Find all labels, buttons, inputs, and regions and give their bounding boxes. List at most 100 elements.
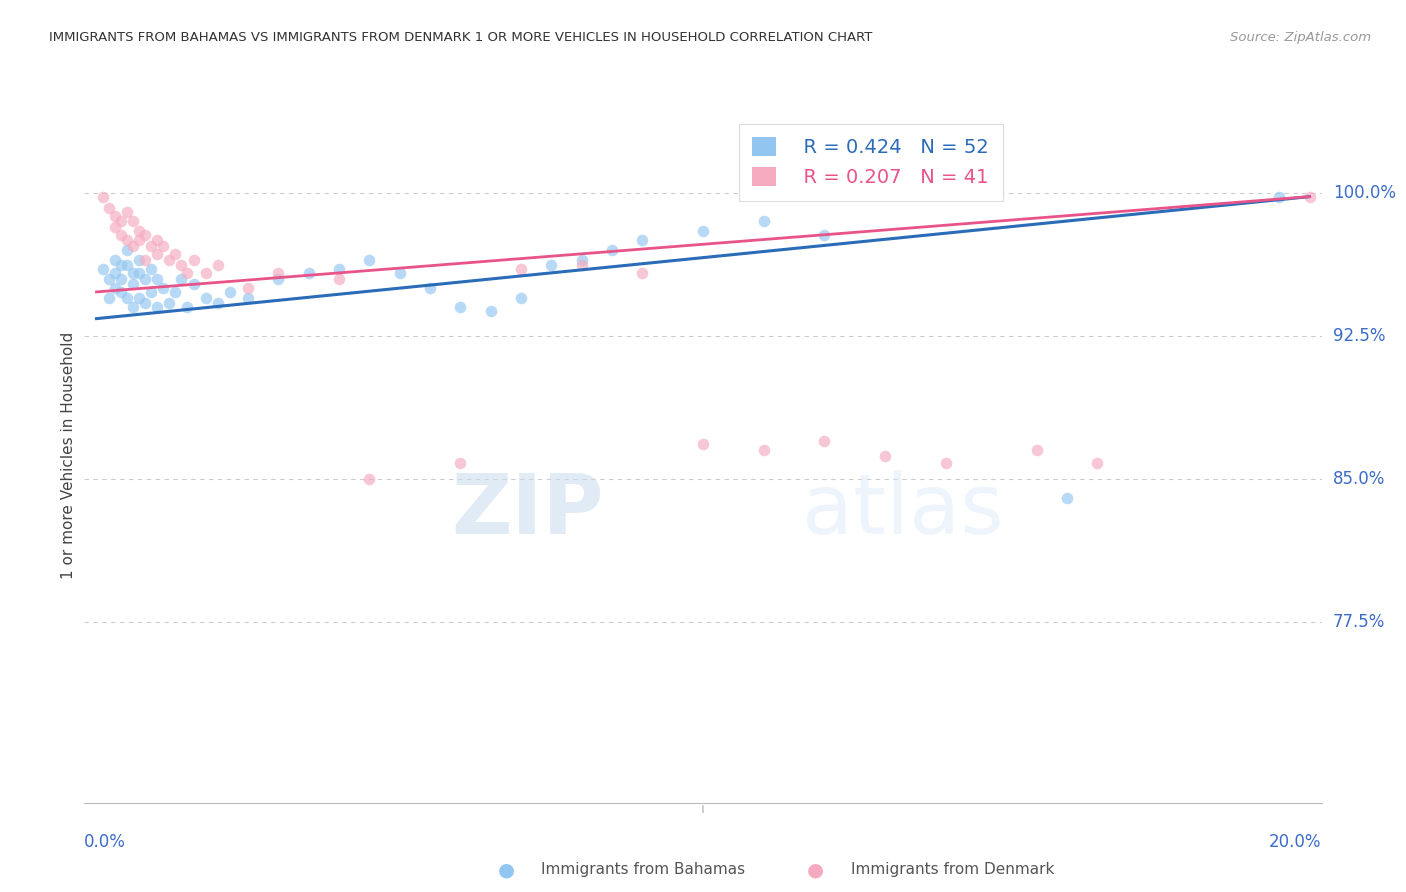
Point: [139, 239, 162, 253]
Point: [873, 449, 896, 463]
Y-axis label: 1 or more Vehicles in Household: 1 or more Vehicles in Household: [60, 331, 76, 579]
Point: [571, 258, 593, 272]
Point: [170, 271, 193, 285]
Point: [194, 266, 217, 280]
Point: [631, 266, 654, 280]
Point: [91, 262, 114, 277]
Point: [104, 266, 127, 280]
Point: [510, 291, 533, 305]
Point: [122, 277, 145, 292]
Point: [128, 266, 150, 280]
Point: [122, 239, 145, 253]
Text: ●: ●: [807, 860, 824, 880]
Point: [170, 258, 193, 272]
Point: [236, 281, 259, 295]
Point: [388, 266, 411, 280]
Point: [97, 271, 120, 285]
Point: [146, 234, 169, 248]
Point: [571, 252, 593, 267]
Point: [419, 281, 441, 295]
Point: [752, 443, 775, 458]
Text: IMMIGRANTS FROM BAHAMAS VS IMMIGRANTS FROM DENMARK 1 OR MORE VEHICLES IN HOUSEHO: IMMIGRANTS FROM BAHAMAS VS IMMIGRANTS FR…: [49, 31, 873, 45]
Point: [97, 201, 120, 215]
Point: [813, 434, 835, 448]
Point: [298, 266, 321, 280]
Point: [813, 227, 835, 242]
Point: [935, 457, 957, 471]
Point: [165, 285, 187, 299]
Point: [128, 234, 150, 248]
Point: [152, 239, 174, 253]
Point: [134, 227, 156, 242]
Point: [540, 258, 562, 272]
Text: 85.0%: 85.0%: [1333, 470, 1385, 488]
Text: Source: ZipAtlas.com: Source: ZipAtlas.com: [1230, 31, 1371, 45]
Point: [267, 271, 290, 285]
Point: [110, 227, 132, 242]
Point: [176, 266, 198, 280]
Point: [139, 262, 162, 277]
Point: [146, 271, 169, 285]
Point: [236, 291, 259, 305]
Point: [134, 271, 156, 285]
Point: [115, 258, 138, 272]
Point: [110, 271, 132, 285]
Text: 100.0%: 100.0%: [1333, 184, 1396, 202]
Point: [449, 300, 471, 314]
Text: ZIP: ZIP: [451, 470, 605, 551]
Point: [128, 252, 150, 267]
Point: [183, 252, 205, 267]
Text: Immigrants from Bahamas: Immigrants from Bahamas: [541, 863, 745, 877]
Point: [110, 214, 132, 228]
Point: [183, 277, 205, 292]
Point: [207, 296, 229, 310]
Point: [267, 266, 290, 280]
Point: [692, 224, 714, 238]
Point: [122, 300, 145, 314]
Point: [104, 209, 127, 223]
Point: [115, 205, 138, 219]
Point: [328, 271, 350, 285]
Legend:   R = 0.424   N = 52,   R = 0.207   N = 41: R = 0.424 N = 52, R = 0.207 N = 41: [738, 124, 1002, 201]
Point: [207, 258, 229, 272]
Point: [328, 262, 350, 277]
Point: [692, 437, 714, 451]
Point: [359, 472, 381, 486]
Text: 77.5%: 77.5%: [1333, 613, 1385, 631]
Point: [152, 281, 174, 295]
Point: [631, 234, 654, 248]
Point: [146, 300, 169, 314]
Text: Immigrants from Denmark: Immigrants from Denmark: [851, 863, 1054, 877]
Point: [115, 291, 138, 305]
Point: [128, 291, 150, 305]
Text: 0.0%: 0.0%: [84, 833, 127, 851]
Point: [115, 243, 138, 257]
Text: atlas: atlas: [801, 470, 1004, 551]
Point: [359, 252, 381, 267]
Point: [91, 189, 114, 203]
Point: [1085, 457, 1108, 471]
Point: [219, 285, 242, 299]
Point: [128, 224, 150, 238]
Point: [194, 291, 217, 305]
Point: [1298, 189, 1320, 203]
Point: [97, 291, 120, 305]
Text: ●: ●: [498, 860, 515, 880]
Point: [134, 252, 156, 267]
Point: [110, 285, 132, 299]
Point: [449, 457, 471, 471]
Point: [122, 214, 145, 228]
Point: [115, 234, 138, 248]
Point: [1025, 443, 1047, 458]
Point: [139, 285, 162, 299]
Point: [134, 296, 156, 310]
Point: [600, 243, 623, 257]
Point: [104, 252, 127, 267]
Point: [104, 220, 127, 235]
Point: [176, 300, 198, 314]
Point: [157, 296, 180, 310]
Point: [165, 247, 187, 261]
Point: [479, 304, 502, 318]
Point: [1268, 189, 1291, 203]
Text: 20.0%: 20.0%: [1270, 833, 1322, 851]
